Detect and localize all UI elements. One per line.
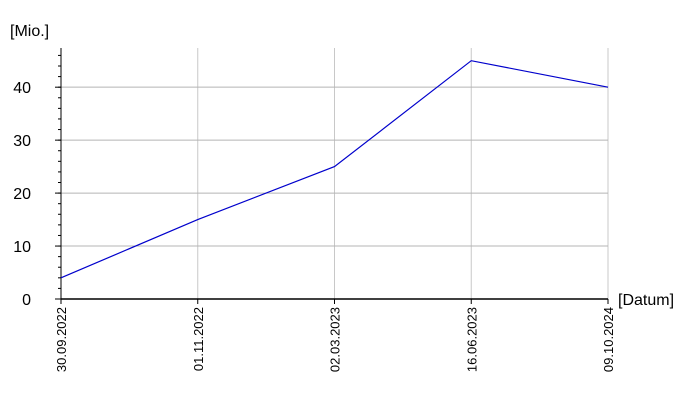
y-tick-label: 30 <box>13 133 31 150</box>
x-axis-label: [Datum] <box>618 292 674 309</box>
y-tick-label: 20 <box>13 186 31 203</box>
x-tick-label: 01.11.2022 <box>191 307 206 371</box>
y-axis-label: [Mio.] <box>10 23 49 40</box>
x-tick-label: 30.09.2022 <box>54 307 69 372</box>
y-tick-label: 40 <box>13 80 31 97</box>
y-tick-label: 0 <box>22 292 31 309</box>
x-tick-label: 02.03.2023 <box>328 307 343 372</box>
y-tick-label: 10 <box>13 239 31 256</box>
line <box>60 60 609 279</box>
x-tick-label: 16.06.2023 <box>464 307 479 372</box>
x-tick-label: 09.10.2024 <box>601 307 616 372</box>
